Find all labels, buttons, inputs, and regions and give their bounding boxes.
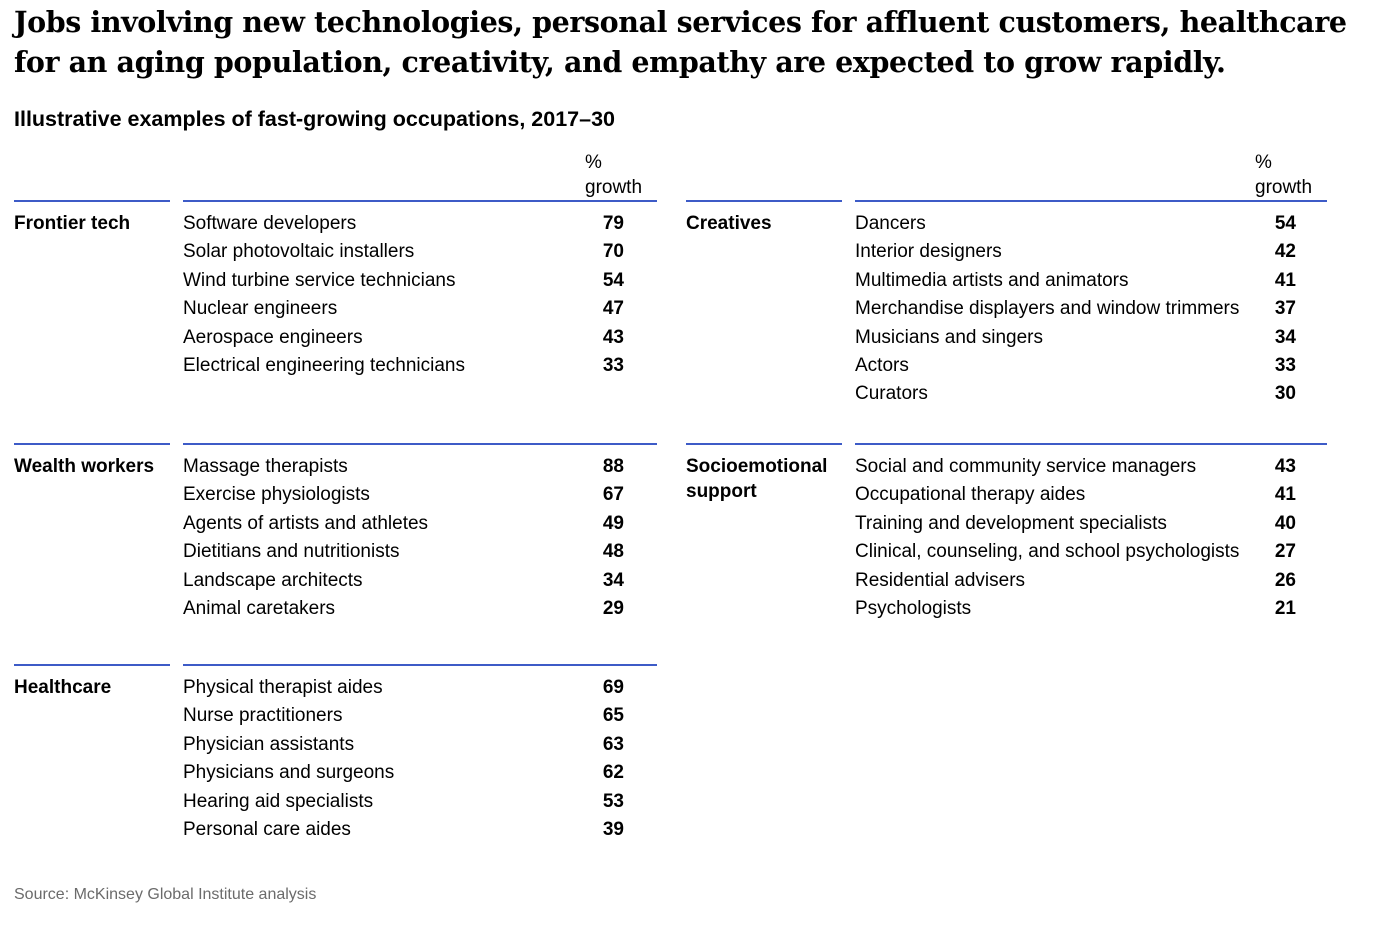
growth-value: 47 [602, 298, 624, 320]
occupation-name: Physical therapist aides [183, 677, 383, 698]
category-rule [14, 664, 170, 666]
occupation-name: Electrical engineering technicians [183, 355, 465, 376]
growth-value: 21 [1274, 598, 1296, 619]
items-rule [183, 200, 657, 202]
occupation-name: Interior designers [855, 241, 1002, 263]
growth-value: 62 [602, 762, 624, 784]
occupation-name: Physician assistants [183, 733, 355, 755]
column-header-growth: growth [585, 177, 643, 198]
occupation-name: Training and development specialists [855, 512, 1167, 534]
occupation-name: Nuclear engineers [183, 298, 338, 320]
occupation-name: Merchandise displayers and window trimme… [855, 298, 1240, 320]
occupation-name: Aerospace engineers [183, 326, 363, 348]
column-header-growth: growth [1255, 177, 1313, 198]
column-header-left: % growth [585, 150, 665, 200]
occupation-name: Psychologists [855, 598, 972, 619]
growth-value: 26 [1274, 569, 1296, 591]
occupation-name: Hearing aid specialists [183, 790, 374, 812]
occupation-name: Occupational therapy aides [855, 484, 1086, 506]
category-rule [14, 443, 170, 445]
growth-value: 88 [602, 456, 624, 477]
growth-value: 27 [1274, 541, 1296, 563]
column-header-pct: % [1255, 152, 1272, 173]
growth-value: 37 [1274, 298, 1296, 320]
occupation-name: Dancers [855, 213, 926, 234]
column-header-right: % growth [1255, 150, 1335, 200]
growth-value: 30 [1274, 383, 1296, 405]
category-label: Creatives [686, 213, 772, 234]
growth-value: 67 [602, 484, 624, 506]
items-rule [183, 664, 657, 666]
growth-value: 34 [1274, 326, 1296, 348]
growth-value: 79 [602, 213, 624, 234]
occupation-name: Landscape architects [183, 569, 363, 591]
occupation-name: Musicians and singers [855, 326, 1043, 348]
occupation-name: Solar photovoltaic installers [183, 241, 415, 263]
occupation-name: Clinical, counseling, and school psychol… [855, 541, 1240, 563]
growth-value: 63 [602, 733, 624, 755]
growth-value: 48 [602, 541, 624, 563]
growth-value: 29 [602, 598, 624, 619]
occupation-name: Residential advisers [855, 569, 1026, 591]
occupation-name: Nurse practitioners [183, 705, 343, 727]
occupation-name: Curators [855, 383, 928, 405]
growth-value: 69 [602, 677, 624, 698]
growth-value: 42 [1274, 241, 1296, 263]
category-label: Socioemotional support [686, 456, 828, 502]
items-rule [855, 200, 1327, 202]
occupation-name: Multimedia artists and animators [855, 269, 1129, 291]
growth-value: 43 [1274, 456, 1296, 477]
occupation-name: Agents of artists and athletes [183, 512, 429, 534]
items-rule [855, 443, 1327, 445]
chart-subtitle: Illustrative examples of fast-growing oc… [14, 107, 616, 131]
source-note: Source: McKinsey Global Institute analys… [14, 886, 317, 903]
growth-value: 53 [602, 790, 624, 812]
growth-value: 54 [1274, 213, 1296, 234]
occupation-name: Wind turbine service technicians [183, 269, 456, 291]
category-rule [14, 200, 170, 202]
occupation-name: Software developers [183, 213, 357, 234]
growth-value: 41 [1274, 269, 1296, 291]
growth-value: 34 [602, 569, 624, 591]
occupation-name: Massage therapists [183, 456, 348, 477]
occupation-name: Dietitians and nutritionists [183, 541, 400, 563]
growth-value: 41 [1274, 484, 1296, 506]
category-label: Wealth workers [14, 456, 155, 477]
growth-value: 39 [602, 819, 624, 840]
growth-value: 49 [602, 512, 624, 534]
category-label: Healthcare [14, 677, 112, 698]
occupation-name: Physicians and surgeons [183, 762, 395, 784]
growth-value: 33 [602, 355, 624, 376]
occupation-name: Animal caretakers [183, 598, 336, 619]
occupation-name: Personal care aides [183, 819, 351, 840]
growth-value: 54 [602, 269, 624, 291]
growth-value: 70 [602, 241, 624, 263]
growth-value: 40 [1274, 512, 1296, 534]
growth-value: 65 [602, 705, 624, 727]
category-label: Frontier tech [14, 213, 131, 234]
occupation-name: Actors [855, 355, 909, 376]
occupation-name: Social and community service managers [855, 456, 1197, 477]
headline: Jobs involving new technologies, persona… [14, 5, 1347, 79]
growth-value: 33 [1274, 355, 1296, 376]
category-rule [686, 200, 842, 202]
occupation-name: Exercise physiologists [183, 484, 370, 506]
category-rule [686, 443, 842, 445]
items-rule [183, 443, 657, 445]
column-header-pct: % [585, 152, 602, 173]
growth-value: 43 [602, 326, 624, 348]
